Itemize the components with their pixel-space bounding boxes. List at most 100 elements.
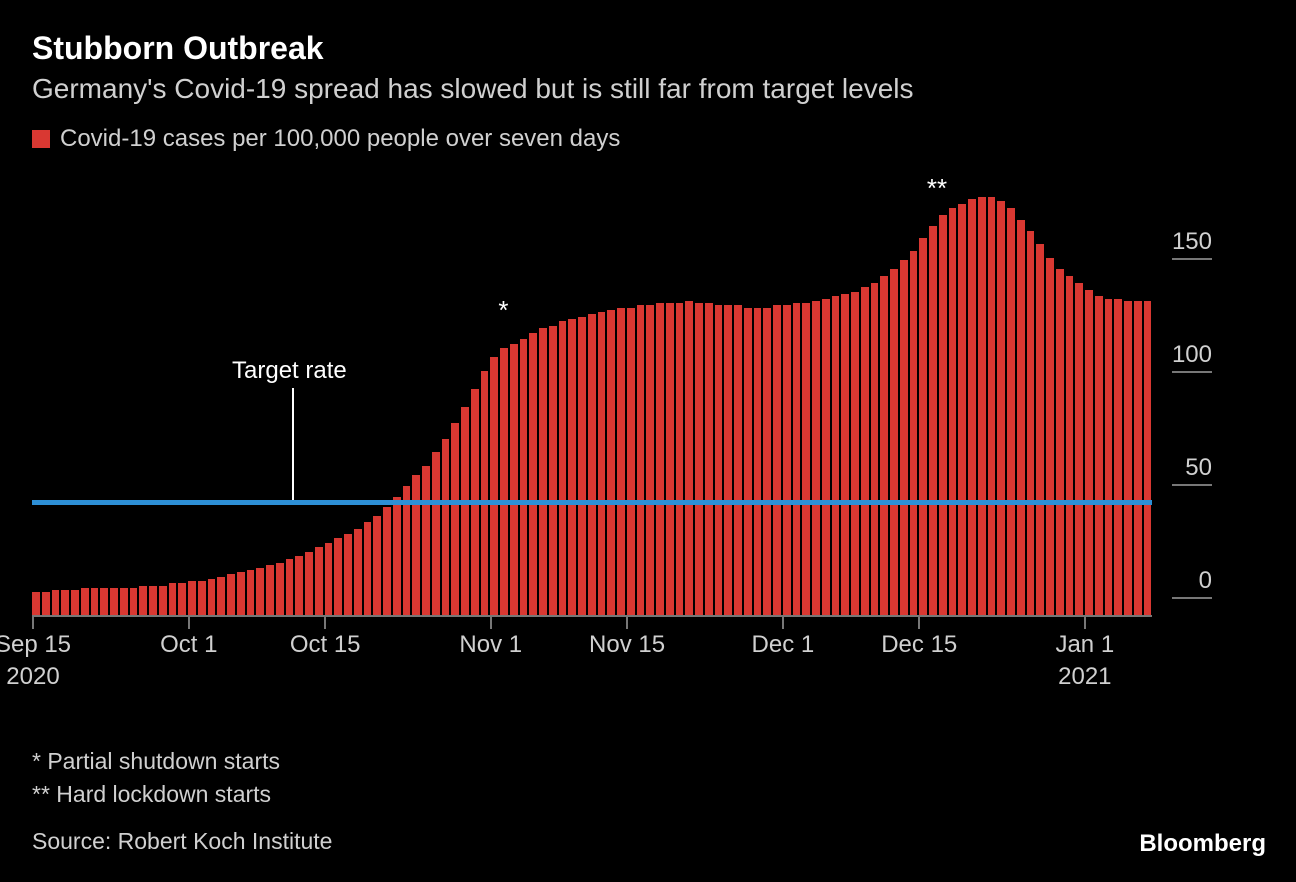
bar	[919, 238, 927, 615]
bar	[949, 208, 957, 615]
bar	[997, 201, 1005, 615]
y-tick-mark	[1172, 258, 1212, 260]
bar	[286, 559, 294, 616]
bar	[705, 303, 713, 615]
annotation-marker: *	[498, 295, 508, 326]
bar	[237, 572, 245, 615]
bar	[627, 308, 635, 615]
bar	[549, 326, 557, 615]
x-tick-sublabel: 2021	[1058, 663, 1111, 691]
x-tick-label: Dec 1	[752, 631, 815, 659]
y-tick-mark	[1172, 597, 1212, 599]
x-tick-label: Oct 15	[290, 631, 361, 659]
x-tick-label: Dec 15	[881, 631, 957, 659]
bar	[880, 276, 888, 615]
bar	[744, 308, 752, 615]
source-attribution: Source: Robert Koch Institute	[32, 828, 1264, 855]
bar	[461, 407, 469, 615]
bar	[159, 586, 167, 615]
bar	[910, 251, 918, 615]
bar	[130, 588, 138, 615]
bar	[1134, 301, 1142, 615]
bar	[1056, 269, 1064, 615]
bar	[91, 588, 99, 615]
bar	[295, 556, 303, 615]
bar	[442, 439, 450, 615]
legend-swatch	[32, 130, 50, 148]
bar	[1075, 283, 1083, 615]
bar	[929, 226, 937, 615]
target-rate-label: Target rate	[232, 357, 347, 385]
bar	[793, 303, 801, 615]
bar	[724, 305, 732, 615]
bar	[100, 588, 108, 615]
bar	[500, 348, 508, 615]
bar	[227, 574, 235, 615]
bar	[52, 590, 60, 615]
bar	[773, 305, 781, 615]
bar	[832, 296, 840, 615]
annotation-marker: **	[927, 173, 947, 204]
y-tick-label: 0	[1199, 567, 1212, 595]
x-tick-sublabel: 2020	[6, 663, 59, 691]
bar	[1007, 208, 1015, 615]
bar	[305, 552, 313, 615]
bar	[783, 305, 791, 615]
bar	[676, 303, 684, 615]
x-tick-mark	[782, 615, 784, 629]
x-tick-mark	[188, 615, 190, 629]
x-axis-baseline	[32, 615, 1152, 617]
bar	[851, 292, 859, 615]
bar	[520, 339, 528, 615]
x-tick: Oct 15	[324, 615, 326, 629]
bar	[734, 305, 742, 615]
bar	[149, 586, 157, 615]
bar	[939, 215, 947, 615]
footnote-line: * Partial shutdown starts	[32, 745, 1264, 778]
y-axis: 050100150	[1154, 163, 1212, 615]
bar	[383, 507, 391, 615]
bar	[1124, 301, 1132, 615]
bar	[1066, 276, 1074, 615]
x-tick-label: Nov 15	[589, 631, 665, 659]
chart-subtitle: Germany's Covid-19 spread has slowed but…	[32, 73, 1264, 105]
bar	[754, 308, 762, 615]
bar	[763, 308, 771, 615]
bar	[81, 588, 89, 615]
bar	[325, 543, 333, 615]
x-tick: Nov 1	[490, 615, 492, 629]
y-tick-label: 100	[1172, 341, 1212, 369]
bar	[344, 534, 352, 615]
bar	[988, 197, 996, 615]
y-tick: 0	[1172, 567, 1212, 599]
bar	[1105, 299, 1113, 615]
bar	[61, 590, 69, 615]
bar	[666, 303, 674, 615]
x-tick-mark	[918, 615, 920, 629]
x-tick-label: Sep 15	[0, 631, 71, 659]
chart-title: Stubborn Outbreak	[32, 30, 1264, 67]
bar	[559, 321, 567, 615]
x-tick-mark	[490, 615, 492, 629]
bar	[715, 305, 723, 615]
bar	[247, 570, 255, 615]
legend: Covid-19 cases per 100,000 people over s…	[32, 125, 1264, 153]
bar	[871, 283, 879, 615]
bar	[1036, 244, 1044, 615]
x-tick: Sep 152020	[32, 615, 34, 629]
bar	[393, 497, 401, 615]
bar	[256, 568, 264, 615]
bar	[364, 522, 372, 615]
x-tick: Dec 1	[782, 615, 784, 629]
x-tick: Nov 15	[626, 615, 628, 629]
y-tick-label: 50	[1185, 454, 1212, 482]
bar	[198, 581, 206, 615]
bar	[578, 317, 586, 615]
x-tick-label: Oct 1	[160, 631, 217, 659]
bar	[451, 423, 459, 615]
y-tick-mark	[1172, 484, 1212, 486]
bar	[841, 294, 849, 615]
footnote-line: ** Hard lockdown starts	[32, 778, 1264, 811]
target-rate-stem	[292, 388, 294, 500]
bar	[822, 299, 830, 615]
